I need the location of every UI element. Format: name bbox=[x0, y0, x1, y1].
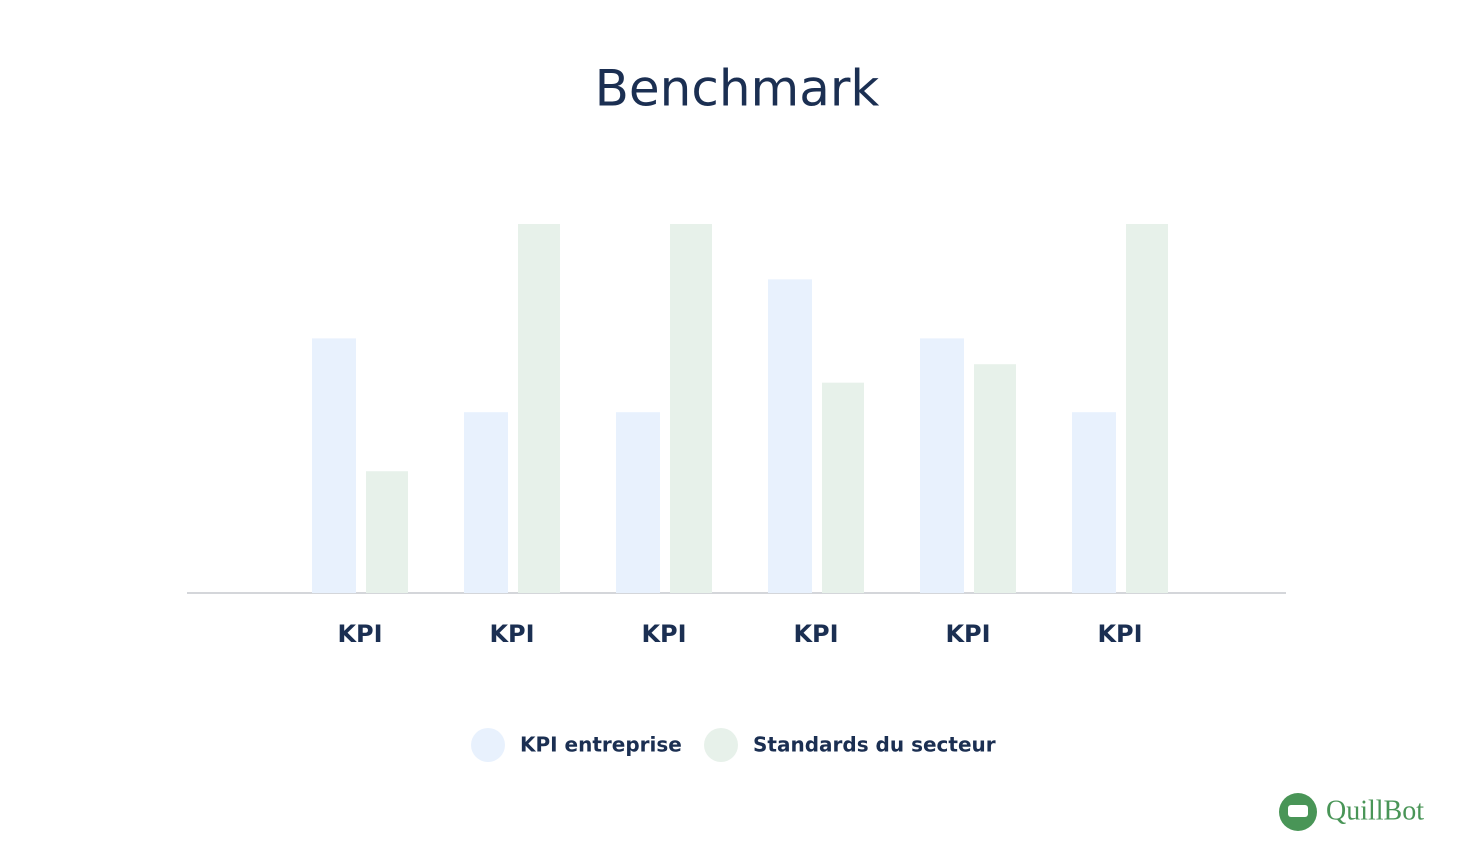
logo: QuillBot bbox=[1279, 793, 1424, 831]
logo-face bbox=[1288, 805, 1308, 817]
legend-swatch bbox=[704, 728, 738, 762]
bar bbox=[920, 338, 964, 593]
bar bbox=[366, 471, 408, 593]
x-tick-label: KPI bbox=[793, 620, 838, 648]
bar bbox=[1072, 412, 1116, 593]
bar bbox=[312, 338, 356, 593]
bar bbox=[518, 224, 560, 593]
bar bbox=[616, 412, 660, 593]
x-tick-label: KPI bbox=[337, 620, 382, 648]
x-tick-label: KPI bbox=[945, 620, 990, 648]
bar bbox=[822, 382, 864, 593]
chart-title: Benchmark bbox=[595, 60, 880, 118]
x-tick-label: KPI bbox=[641, 620, 686, 648]
legend-label: Standards du secteur bbox=[753, 733, 996, 757]
legend-label: KPI entreprise bbox=[520, 733, 682, 757]
logo-text: QuillBot bbox=[1326, 795, 1424, 826]
x-tick-label: KPI bbox=[489, 620, 534, 648]
bar bbox=[1126, 224, 1168, 593]
legend-swatch bbox=[471, 728, 505, 762]
bar bbox=[974, 364, 1016, 593]
bar bbox=[464, 412, 508, 593]
x-tick-label: KPI bbox=[1097, 620, 1142, 648]
bar bbox=[768, 279, 812, 593]
bar bbox=[670, 224, 712, 593]
